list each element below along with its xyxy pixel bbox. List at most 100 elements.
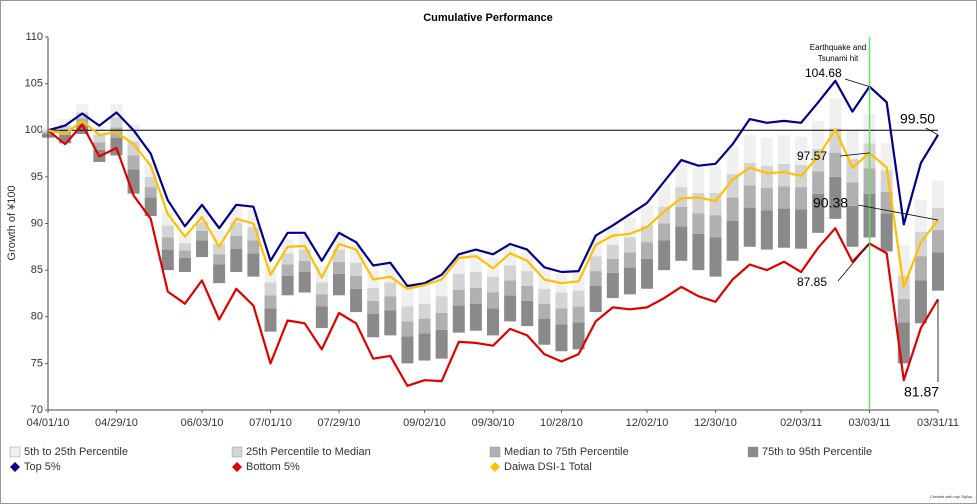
- band-bar: [332, 249, 345, 262]
- band-bar: [384, 282, 397, 297]
- band-bar: [59, 130, 72, 135]
- band-bar: [641, 225, 654, 243]
- band-bar: [178, 250, 191, 259]
- band-bar: [914, 200, 927, 232]
- band-bar: [281, 253, 294, 265]
- band-bar: [521, 285, 534, 301]
- band-bar: [829, 152, 842, 177]
- band-bar: [743, 185, 756, 208]
- band-bar: [795, 187, 808, 210]
- x-tick-label: 06/03/10: [181, 417, 224, 429]
- band-bar: [487, 308, 499, 336]
- band-bar: [880, 213, 893, 252]
- band-bar: [178, 258, 191, 272]
- band-bar: [469, 287, 482, 304]
- band-bar: [846, 130, 859, 160]
- legend-marker: [232, 462, 242, 472]
- legend-marker: [10, 462, 20, 472]
- band-bar: [196, 240, 209, 258]
- band-bar: [59, 119, 72, 126]
- band-bar: [658, 240, 671, 271]
- y-tick-label: 75: [31, 357, 43, 369]
- band-bar: [658, 206, 671, 224]
- band-bar: [555, 308, 568, 325]
- band-bar: [418, 318, 431, 334]
- band-bar: [230, 248, 243, 272]
- band-bar: [110, 117, 123, 128]
- band-bar: [452, 273, 465, 290]
- band-bar: [760, 210, 773, 250]
- band-bar: [572, 306, 585, 323]
- band-bar: [367, 300, 380, 314]
- band-bar: [281, 275, 294, 296]
- x-tick-label: 07/29/10: [318, 417, 361, 429]
- annotation: 87.85: [797, 275, 827, 289]
- band-bar: [59, 125, 72, 131]
- band-bar: [161, 225, 174, 238]
- band-bar: [692, 213, 705, 234]
- band-bar: [641, 258, 654, 289]
- band-bar: [213, 244, 226, 255]
- band-bar: [641, 204, 654, 226]
- band-bar: [418, 284, 431, 304]
- legend-label: Top 5%: [24, 461, 61, 473]
- legend-swatch: [747, 446, 759, 458]
- band-bar: [401, 286, 414, 307]
- y-tick-label: 95: [31, 171, 43, 183]
- x-tick-label: 04/01/10: [27, 417, 70, 429]
- annotation-leader: [837, 243, 870, 282]
- band-bar: [812, 171, 825, 194]
- band-bar: [743, 134, 756, 163]
- band-bar: [504, 246, 517, 266]
- annotation: 104.68: [805, 66, 842, 80]
- band-bar: [675, 206, 688, 227]
- band-bar: [161, 237, 174, 250]
- band-bar: [812, 148, 825, 172]
- band-bar: [161, 211, 174, 226]
- annotation-leader: [839, 152, 870, 157]
- band-bar: [914, 280, 927, 324]
- band-bar: [504, 295, 517, 322]
- band-bar: [504, 280, 517, 296]
- band-bar: [760, 137, 773, 166]
- footer: Created with mpi Stylus: [930, 494, 972, 499]
- band-bar: [418, 333, 431, 361]
- band-bar: [623, 267, 636, 295]
- legend-swatch: [489, 446, 501, 458]
- band-bar: [487, 292, 499, 309]
- band-bar: [932, 230, 944, 253]
- annotation: 81.87: [904, 384, 939, 400]
- band-bar: [760, 165, 773, 189]
- band-bar: [418, 303, 431, 319]
- band-bar: [589, 271, 602, 286]
- annotation: 97.57: [797, 149, 827, 163]
- band-bar: [127, 155, 140, 170]
- band-bar: [384, 296, 397, 311]
- y-tick-label: 110: [25, 31, 43, 43]
- band-bar: [281, 264, 294, 276]
- x-tick-label: 03/03/11: [849, 417, 891, 429]
- x-tick-label: 09/30/10: [472, 417, 515, 429]
- band-bar: [641, 242, 654, 259]
- band-bar: [914, 256, 927, 281]
- x-tick-label: 03/31/11: [917, 417, 959, 429]
- band-bar: [829, 176, 842, 219]
- band-bar: [367, 313, 380, 338]
- annotation: 90.38: [813, 195, 848, 211]
- band-bar: [452, 289, 465, 306]
- band-bar: [589, 285, 602, 313]
- legend-swatch: [231, 446, 243, 458]
- band-bar: [658, 223, 671, 241]
- band-bar: [127, 141, 140, 156]
- band-bar: [606, 272, 619, 299]
- legend-label: Median to 75th Percentile: [504, 446, 629, 458]
- legend-label: 25th Percentile to Median: [246, 446, 371, 458]
- band-bar: [247, 240, 260, 254]
- band-bar: [127, 124, 140, 142]
- band-bar: [435, 296, 448, 314]
- band-bar: [315, 306, 328, 328]
- annotation-leader: [844, 78, 870, 87]
- band-bar: [795, 209, 808, 249]
- band-bar: [76, 104, 89, 113]
- annotation-leader: [925, 127, 939, 136]
